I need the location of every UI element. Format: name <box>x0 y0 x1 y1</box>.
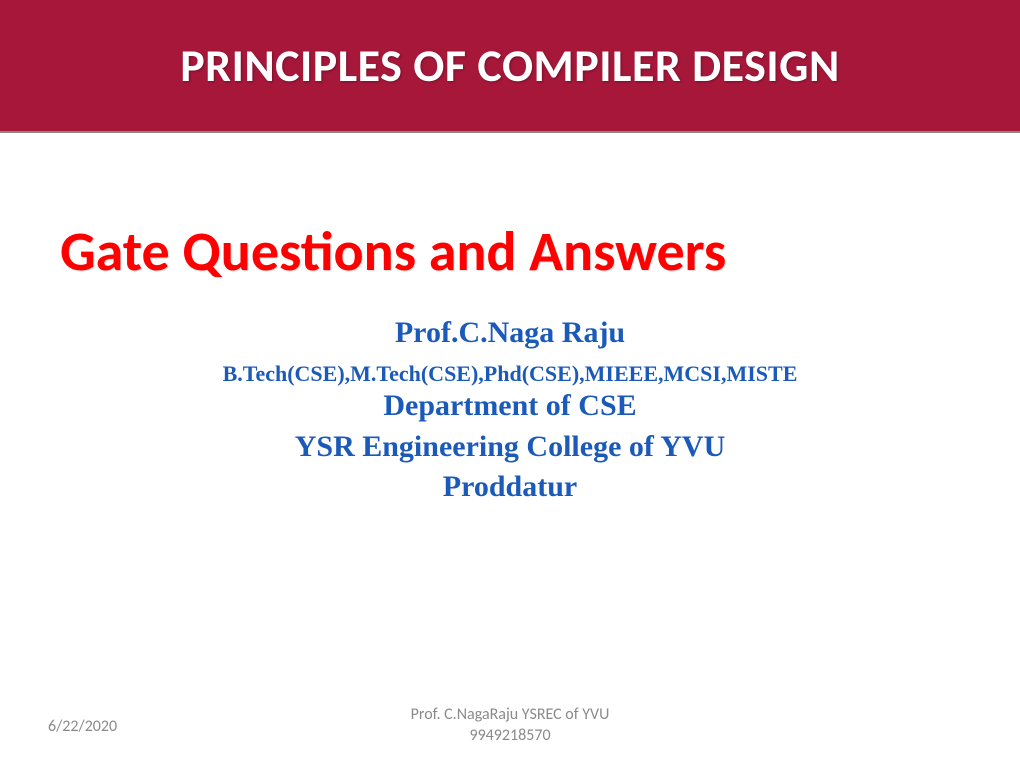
author-qualifications: B.Tech(CSE),M.Tech(CSE),Phd(CSE),MIEEE,M… <box>0 362 1020 386</box>
footer-line1: Prof. C.NagaRaju YSREC of YVU <box>411 705 610 726</box>
main-title: Gate Questions and Answers <box>0 218 1020 286</box>
author-location: Proddatur <box>0 467 1020 508</box>
content-area: Gate Questions and Answers Prof.C.Naga R… <box>0 133 1020 508</box>
author-college: YSR Engineering College of YVU <box>0 427 1020 468</box>
banner-title: PRINCIPLES OF COMPILER DESIGN <box>180 38 840 94</box>
author-department: Department of CSE <box>0 386 1020 427</box>
author-block: Prof.C.Naga Raju B.Tech(CSE),M.Tech(CSE)… <box>0 316 1020 508</box>
title-banner: PRINCIPLES OF COMPILER DESIGN <box>0 0 1020 133</box>
footer: 6/22/2020 Prof. C.NagaRaju YSREC of YVU … <box>0 705 1020 747</box>
author-name: Prof.C.Naga Raju <box>0 316 1020 350</box>
footer-line2: 9949218570 <box>411 726 610 747</box>
footer-center: Prof. C.NagaRaju YSREC of YVU 9949218570 <box>411 705 610 747</box>
footer-date: 6/22/2020 <box>48 717 117 736</box>
